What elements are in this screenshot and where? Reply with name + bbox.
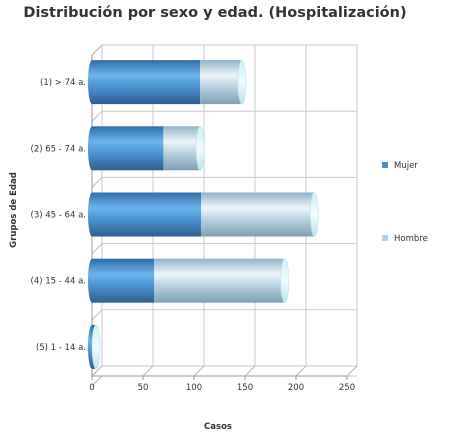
floor-line <box>346 365 358 377</box>
chart-title: Distribución por sexo y edad. (Hospitali… <box>23 5 407 21</box>
bar-segment <box>92 192 202 237</box>
x-tick-label: 0 <box>89 383 94 393</box>
floor-line <box>193 365 205 377</box>
floor-line <box>91 365 103 377</box>
bar-base-cap <box>88 126 96 171</box>
bar-segment <box>154 258 285 303</box>
bar-segment <box>163 126 201 171</box>
bar-segment <box>92 126 164 171</box>
bar-end-cap <box>195 126 205 171</box>
bar-base-cap <box>88 60 96 105</box>
wall-line <box>91 243 103 254</box>
wall-line <box>91 177 103 188</box>
wall-line <box>91 309 103 321</box>
bar-segment <box>201 192 315 237</box>
wall-line <box>91 44 103 56</box>
y-tick-label: (5) 1 - 14 a. <box>36 343 86 353</box>
y-tick-label: (2) 65 - 74 a. <box>31 144 86 154</box>
wall-line <box>91 375 103 387</box>
wall-line <box>91 110 103 122</box>
y-tick-label: (1) > 74 a. <box>40 78 86 88</box>
x-tick-label: 150 <box>237 383 253 393</box>
bar-segment <box>92 60 201 105</box>
legend: Mujer Hombre <box>382 161 428 244</box>
x-tick-label: 250 <box>339 383 355 393</box>
bar-segment <box>92 258 155 303</box>
bars <box>88 59 319 370</box>
floor-line <box>295 365 307 377</box>
legend-swatch <box>382 162 388 168</box>
floor-line <box>244 365 256 377</box>
x-tick-label: 200 <box>288 383 304 393</box>
floor-line <box>142 365 154 377</box>
floor <box>90 365 359 377</box>
bar-end-cap <box>91 324 101 370</box>
y-axis-title: Grupos de Edad <box>9 172 19 248</box>
legend-label: Mujer <box>394 161 418 171</box>
x-tick-label: 100 <box>186 383 202 393</box>
x-axis-title: Casos <box>204 422 232 432</box>
bar-base-cap <box>88 192 96 237</box>
axis-labels: 0 50 100 150 200 250 (1) > 74 a. (2) 65 - 74 a.… <box>9 78 355 432</box>
bar-end-cap <box>237 59 247 105</box>
bar-base-cap <box>88 258 96 303</box>
legend-label: Hombre <box>394 234 428 244</box>
legend-swatch <box>382 235 388 241</box>
y-tick-label: (3) 45 - 64 a. <box>31 211 86 221</box>
bar-end-cap <box>280 258 290 304</box>
x-tick-label: 50 <box>138 383 149 393</box>
y-tick-label: (4) 15 - 44 a. <box>31 277 86 287</box>
bar-end-cap <box>310 192 319 237</box>
bar-segment <box>200 60 242 105</box>
